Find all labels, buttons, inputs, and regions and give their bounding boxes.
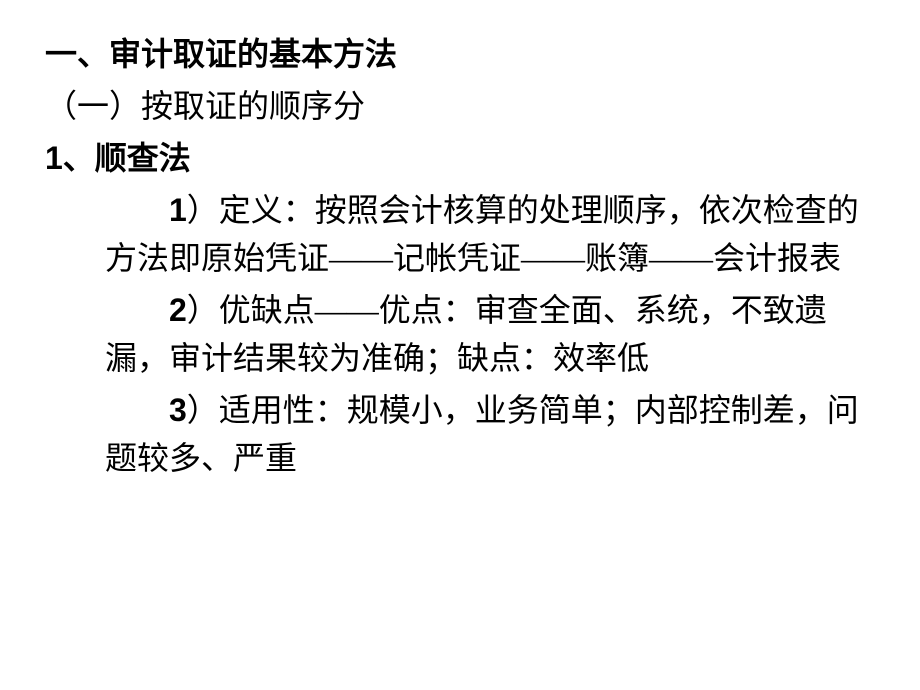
item-1-number: 1 [169,192,187,228]
heading-level-3: 1、顺查法 [45,134,890,182]
item-3-number: 3 [169,392,187,428]
list-item-3: 3）适用性：规模小，业务简单；内部控制差，问题较多、严重 [45,386,890,482]
item-2-text: ）优缺点——优点：审查全面、系统，不致遗漏，审计结果较为准确；缺点：效率低 [105,292,827,376]
item-3-text: ）适用性：规模小，业务简单；内部控制差，问题较多、严重 [105,392,859,476]
item-2-number: 2 [169,292,187,328]
heading-3-number: 1 [45,140,63,176]
item-1-text: ）定义：按照会计核算的处理顺序，依次检查的方法即原始凭证——记帐凭证——账簿——… [105,192,859,276]
list-item-2: 2）优缺点——优点：审查全面、系统，不致遗漏，审计结果较为准确；缺点：效率低 [45,286,890,382]
heading-level-2: （一）按取证的顺序分 [45,82,890,130]
heading-3-text: 、顺查法 [63,140,191,176]
heading-level-1: 一、审计取证的基本方法 [45,30,890,78]
list-item-1: 1）定义：按照会计核算的处理顺序，依次检查的方法即原始凭证——记帐凭证——账簿—… [45,186,890,282]
